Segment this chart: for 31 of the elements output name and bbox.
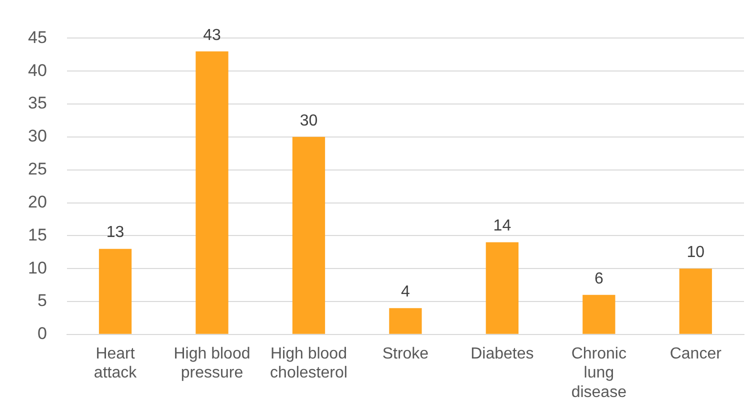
y-tick-label: 10 xyxy=(28,258,47,278)
y-tick-label: 15 xyxy=(28,225,47,244)
bar xyxy=(389,308,422,334)
y-tick-label: 20 xyxy=(28,192,47,212)
data-label: 4 xyxy=(401,283,410,300)
data-label: 13 xyxy=(106,224,124,242)
y-tick-label: 35 xyxy=(28,94,47,113)
y-tick-label: 30 xyxy=(28,126,47,146)
data-label: 30 xyxy=(300,112,318,130)
x-tick-label: High blood cholesterol xyxy=(270,345,348,382)
data-label: 6 xyxy=(594,270,604,288)
bar xyxy=(196,51,228,334)
bar xyxy=(292,136,326,334)
data-label: 10 xyxy=(686,244,705,261)
y-tick-label: 0 xyxy=(37,324,47,344)
y-tick-label: 40 xyxy=(28,60,47,80)
y-tick-label: 45 xyxy=(28,28,47,47)
bar xyxy=(486,242,519,334)
x-tick-label: Diabetes xyxy=(470,345,534,362)
data-label: 14 xyxy=(493,218,512,235)
data-label: 43 xyxy=(203,26,221,44)
x-tick-label: High blood pressure xyxy=(174,345,250,382)
y-tick-label: 25 xyxy=(28,160,47,179)
y-tick-label: 5 xyxy=(37,291,47,310)
x-tick-label: Heart attack xyxy=(94,345,138,382)
x-tick-label: Stroke xyxy=(382,345,429,362)
bar xyxy=(679,268,712,334)
x-tick-label: Chronic lung disease xyxy=(571,345,627,401)
bar xyxy=(98,248,132,334)
x-tick-label: Cancer xyxy=(670,345,722,362)
bar xyxy=(582,294,616,334)
